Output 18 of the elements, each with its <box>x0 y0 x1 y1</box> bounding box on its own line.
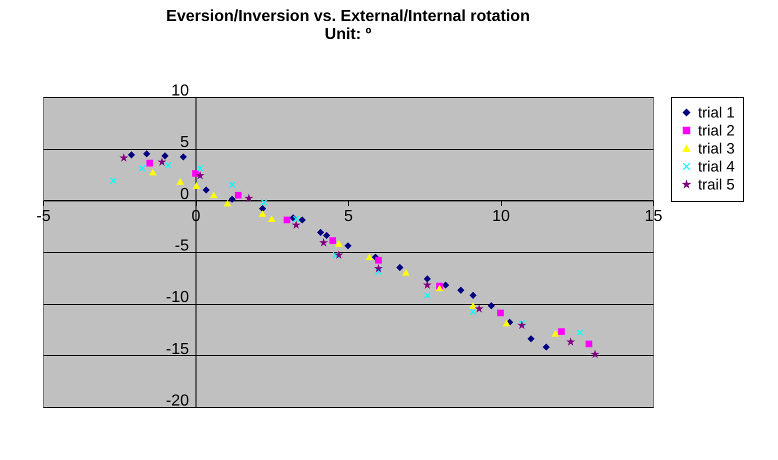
legend-label: trail 5 <box>698 176 735 194</box>
y-tick-label: -5 <box>174 238 190 254</box>
x-tick-label: 5 <box>344 208 354 225</box>
legend-label: trial 4 <box>698 158 735 176</box>
chart-title: Eversion/Inversion vs. External/Internal rotation <box>166 8 530 25</box>
chart-subtitle: Unit: º <box>324 26 372 43</box>
y-tick-label: -10 <box>166 289 190 306</box>
y-tick-label: 0 <box>180 186 190 203</box>
legend-label: trial 3 <box>698 140 735 158</box>
y-tick-label: -15 <box>166 340 190 358</box>
y-tick-label: -20 <box>166 392 190 410</box>
y-tick-label: 5 <box>180 134 190 152</box>
x-tick-label: -5 <box>36 208 51 225</box>
y-tick-label: 10 <box>171 82 190 100</box>
legend-label: trial 1 <box>698 104 735 122</box>
legend-label: trial 2 <box>698 122 735 140</box>
x-tick-label: 15 <box>644 208 662 225</box>
x-tick-label: 10 <box>492 208 510 225</box>
